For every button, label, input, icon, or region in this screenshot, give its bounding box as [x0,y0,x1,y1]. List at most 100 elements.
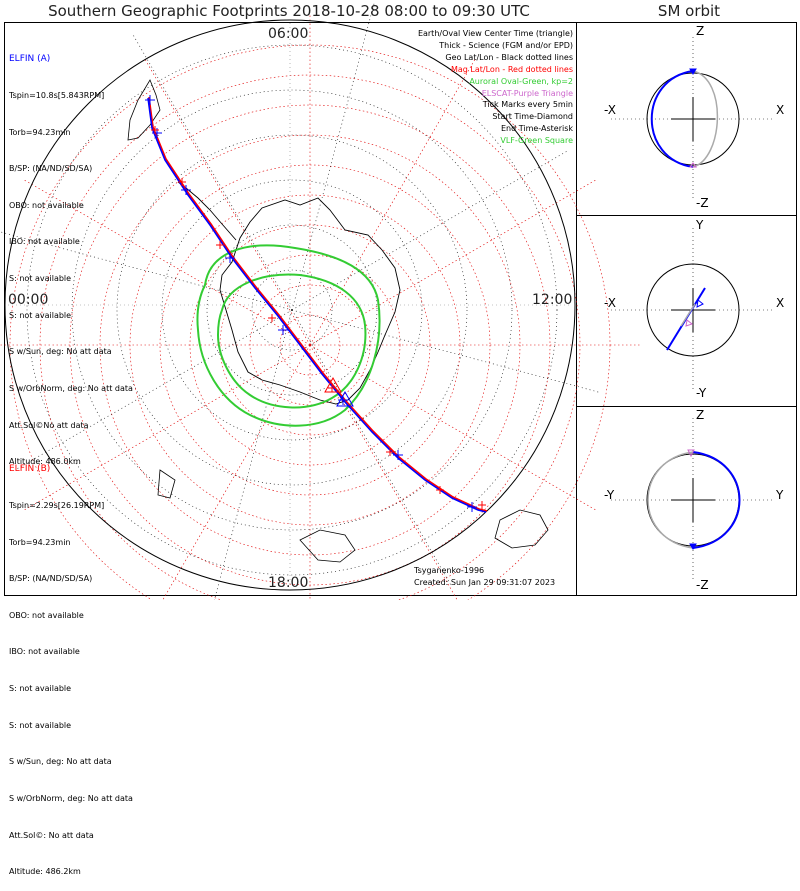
elfin-b-line: Tspin=2.29s[26.19RPM] [9,501,105,511]
elfin-a-track [147,97,487,513]
geo-meridian [14,309,293,471]
sm1-bottom-label: -Z [696,196,709,210]
elfin-b-view-center-triangle [324,376,342,393]
elfin-b-line: S w/OrbNorm, deg: No att data [9,793,133,803]
sm3-top-label: Z [696,408,705,422]
sm2-bottom-label: -Y [696,386,707,400]
elfin-b-info: ELFIN (B) Tspin=2.29s[26.19RPM] Torb=94.… [9,439,133,891]
elfin-b-line: S: not available [9,720,72,730]
geo-meridian [291,149,570,311]
elfin-b-line: IBO: not available [9,647,80,657]
australia-coast [494,509,549,549]
legend-entry: End Time-Asterisk [500,124,573,134]
sm-frame [576,22,797,596]
plot-title: Southern Geographic Footprints 2018-10-2… [48,2,530,20]
mlt-label-left: 00:00 [8,292,49,308]
sm3-right-label: Y [776,488,784,502]
sm3-left-label: -Y [604,488,615,502]
elfin-a-tick [225,253,235,263]
elfin-b-line: Torb=94.23min [9,537,71,547]
geo-lat-circle [206,224,378,396]
elfin-a-line: S: not available [9,274,72,284]
sm1-left-label: -X [604,103,616,117]
mag-meridian [24,179,311,346]
elfin-b-line: S: not available [9,684,72,694]
elfin-a-line: S: not available [9,310,72,320]
legend-entry: VLF-Green Square [500,136,573,146]
mag-meridian [24,344,311,511]
sm3-orbit-far [647,451,694,549]
sm1-right-label: X [776,103,785,117]
elfin-a-info: ELFIN (A) Tspin=10.8s[5.843RPM] Torb=94.… [9,29,133,481]
elfin-b-line: OBO: not available [9,610,84,620]
elfin-a-view-center-triangle [336,390,354,407]
sm3-triangle-marker [687,449,695,458]
sm2-top-label: Y [696,218,704,232]
legend: Earth/Oval View Center Time (triangle) Th… [418,28,573,147]
mlt-label-top: 06:00 [268,26,309,42]
elfin-b-line: Att.Sol©: No att data [9,830,94,840]
elfin-b-tick [386,448,394,456]
sm2-earth-circle [646,263,740,357]
legend-entry: Geo Lat/Lon - Black dotted lines [445,52,573,62]
geo-meridian [131,32,293,311]
mag-lat-circle [279,314,341,376]
mag-lat-circle [159,194,461,496]
elfin-a-line: OBO: not available [9,200,84,210]
geo-meridian [291,309,453,588]
legend-entry: ELSCAT-Purple Triangle [481,88,573,98]
elfin-a-line: S w/OrbNorm, deg: No att data [9,383,133,393]
mag-meridian [309,59,476,346]
legend-entry: Start Time-Diamond [492,112,573,122]
geo-meridian [291,0,376,311]
elfin-a-name: ELFIN (A) [9,54,51,65]
footprint-map [0,0,797,600]
sm1-triangle-marker [689,162,697,168]
legend-entry: Earth/Oval View Center Time (triangle) [417,29,573,38]
elfin-b-name: ELFIN (B) [9,464,51,475]
sm-orbit-title: SM orbit [657,2,721,20]
elfin-b-tick [178,178,186,186]
elfin-b-tick [328,384,336,392]
model-credit: Tsyganenko-1996 [414,566,485,575]
mag-meridian [162,344,311,600]
elfin-a-line: S w/Sun, deg: No att data [9,347,112,357]
map-boundary [4,19,576,591]
elfin-b-tick [216,241,224,249]
elfin-a-line: Att.Sol©No att data [9,420,89,430]
elfin-b-tick [151,126,159,134]
geo-lat-circle [116,134,468,486]
auroral-oval-inner [216,273,367,409]
elfin-b-line: Altitude: 486.2km [9,867,81,877]
elfin-a-tick [338,395,348,405]
geo-meridian [0,231,293,311]
geo-lat-circle [251,269,333,351]
mlt-label-bottom: 18:00 [268,575,309,591]
sm1-top-label: Z [696,24,705,38]
mag-meridian [144,59,311,346]
elfin-b-line: B/SP: (NA/ND/SD/SA) [9,574,93,584]
sm2-triangle-marker [685,319,694,327]
sm2-orbit-far [680,303,696,327]
sm1-orbit-near [650,70,694,168]
sm1-start-marker [689,68,697,75]
elfin-b-line: S w/Sun, deg: No att data [9,757,112,767]
mag-meridian [309,344,596,511]
mag-meridian [309,344,458,600]
elfin-a-tick [393,450,403,460]
geo-meridian [291,309,602,394]
sm3-end-marker [689,543,697,550]
geo-lat-circle [26,44,558,576]
mlt-label-right: 12:00 [532,292,573,308]
mag-lat-circle [99,134,521,556]
sm2-start-marker [696,299,704,308]
elfin-a-tick [278,325,288,335]
auroral-oval-outer [196,244,381,427]
elfin-a-line: Altitude: 486.0km [9,457,81,467]
mag-lat-circle [219,254,401,436]
legend-entry: Auroral Oval-Green, kp=2 [469,76,573,86]
elfin-a-line: B/SP: (NA/ND/SD/SA) [9,164,93,174]
mag-meridian [309,179,596,346]
elfin-a-line: Torb=94.23min [9,127,71,137]
elfin-a-line: Tspin=10.8s[5.843RPM] [9,91,105,101]
